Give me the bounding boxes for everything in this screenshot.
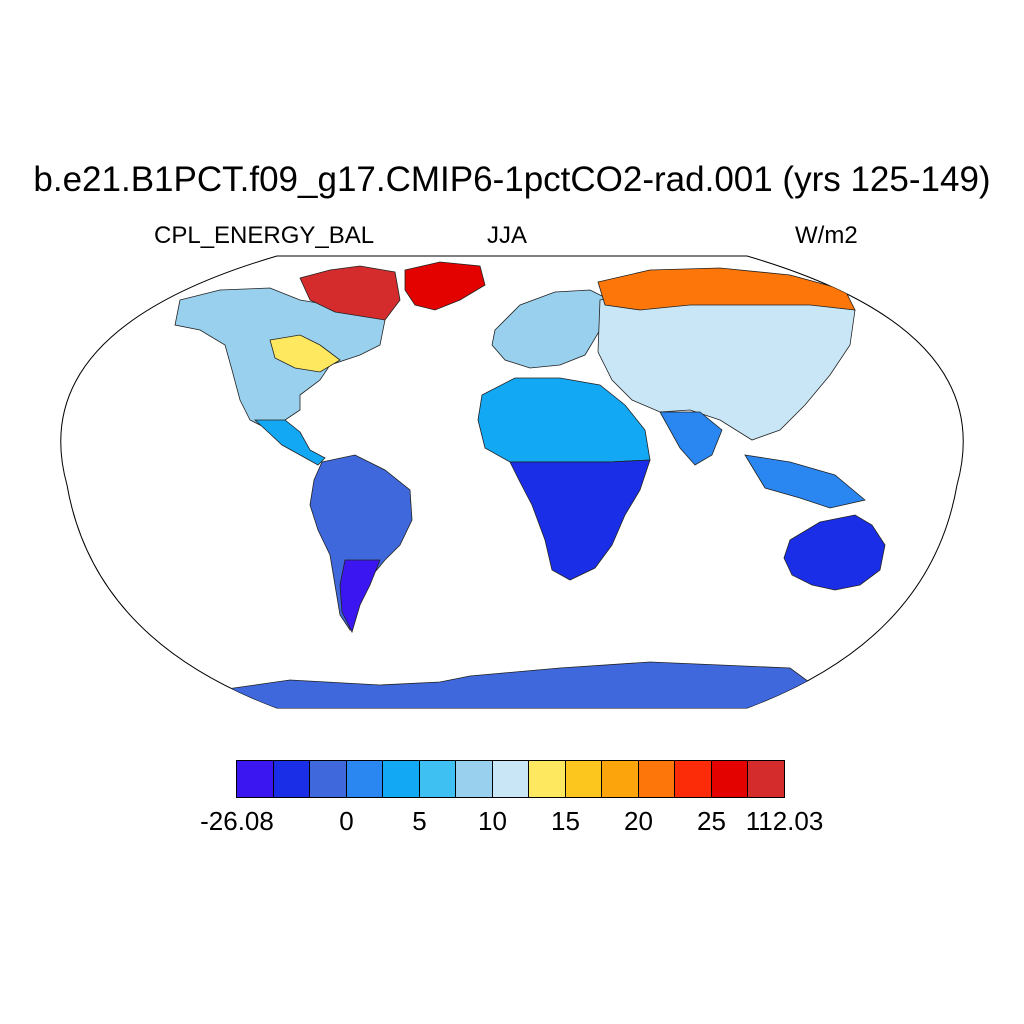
region-south-asia [659,411,723,466]
colorbar-box [528,760,566,798]
colorbar [236,760,785,798]
colorbar-box [601,760,639,798]
colorbar-box [455,760,493,798]
colorbar-box [236,760,274,798]
colorbar-box [674,760,712,798]
colorbar-box [272,760,310,798]
region-hudson-bay-region [269,334,341,373]
variable-label: CPL_ENERGY_BAL [154,222,375,249]
units-label: W/m2 [795,222,858,249]
colorbar-box [382,760,420,798]
region-antarctica [219,661,821,708]
figure-title: b.e21.B1PCT.f09_g17.CMIP6-1pctCO2-rad.00… [33,160,991,199]
region-maritime-continent [744,454,866,509]
colorbar-box [309,760,347,798]
region-australia [783,514,886,591]
colorbar-box [564,760,602,798]
region-africa-south [509,459,651,581]
colorbar-box [637,760,675,798]
region-patagonia [339,559,381,634]
colorbar-box [418,760,456,798]
colorbar-box [491,760,529,798]
colorbar-box [710,760,748,798]
region-greenland [404,261,486,311]
colorbar-tick-label: 10 [478,806,507,836]
region-canadian-arctic [299,265,401,321]
colorbar-tick-label: 25 [697,806,726,836]
colorbar-box [345,760,383,798]
colorbar-tick-label: 20 [624,806,653,836]
region-central-america [253,419,326,466]
colorbar-tick-label: 15 [551,806,580,836]
colorbar-tick-label: 5 [412,806,427,836]
region-europe [491,289,611,369]
season-label: JJA [487,222,528,249]
colorbar-tick-label: 0 [339,806,354,836]
colorbar-tick-label: -26.08 [200,806,274,836]
colorbar-box [747,760,785,798]
colorbar-tick-label: 112.03 [745,806,824,836]
region-siberia [597,267,856,311]
